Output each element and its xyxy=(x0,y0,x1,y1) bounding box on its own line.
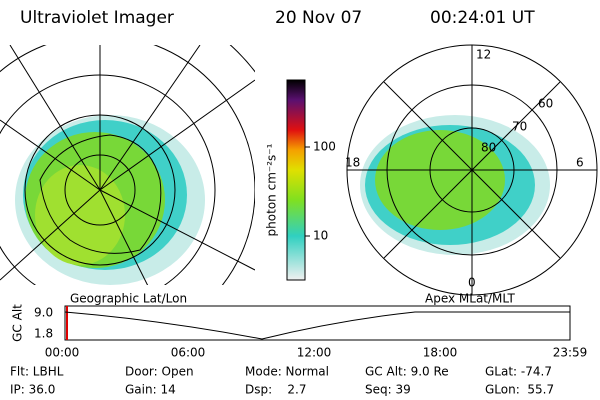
info-field: Flt: LBHL xyxy=(10,365,64,379)
lat-label: 60 xyxy=(538,97,553,111)
altitude-ytick: 1.8 xyxy=(34,327,53,341)
altitude-curve xyxy=(64,311,570,340)
date: 20 Nov 07 xyxy=(275,8,362,28)
altitude-xtick: 23:59 xyxy=(553,346,588,360)
mlt-label: 6 xyxy=(576,156,584,170)
altitude-plot xyxy=(64,305,571,341)
time: 00:24:01 UT xyxy=(430,8,535,28)
info-field: GLat: -74.7 xyxy=(485,365,552,379)
altitude-xtick: 06:00 xyxy=(171,346,206,360)
info-field: Dsp: 2.7 xyxy=(245,383,307,397)
left-panel-label: Geographic Lat/Lon xyxy=(70,292,187,306)
info-field: Seq: 39 xyxy=(365,383,411,397)
lat-label: 80 xyxy=(481,141,496,155)
colorbar-label: photon cm⁻²s⁻¹ xyxy=(265,143,279,236)
instrument: Ultraviolet Imager xyxy=(20,8,174,28)
mlt-label: 12 xyxy=(476,48,491,62)
info-field: Mode: Normal xyxy=(245,365,329,379)
right-panel-label: Apex MLat/MLT xyxy=(425,292,515,306)
altitude-xtick: 12:00 xyxy=(297,346,332,360)
info-field: GC Alt: 9.0 Re xyxy=(365,365,449,379)
altitude-ylabel: GC Alt xyxy=(11,304,25,342)
altitude-xtick: 18:00 xyxy=(423,346,458,360)
geographic-image xyxy=(0,45,255,285)
altitude-ytick: 9.0 xyxy=(34,306,53,320)
info-field: GLon: 55.7 xyxy=(485,383,554,397)
colorbar-tick-label: 100 xyxy=(313,140,336,154)
lat-label: 70 xyxy=(512,120,527,134)
mlt-label: 0 xyxy=(468,276,476,290)
colorbar xyxy=(286,79,306,281)
info-field: Gain: 14 xyxy=(125,383,176,397)
info-panel: Flt: LBHL Door: Open Mode: Normal GC Alt: 9… xyxy=(10,365,554,397)
info-field: Door: Open xyxy=(125,365,194,379)
altitude-xtick: 00:00 xyxy=(45,346,80,360)
apex-grid xyxy=(346,44,598,296)
colorbar-tick-label: 10 xyxy=(313,229,328,243)
mlt-label: 18 xyxy=(345,156,360,170)
info-field: IP: 36.0 xyxy=(10,383,55,397)
